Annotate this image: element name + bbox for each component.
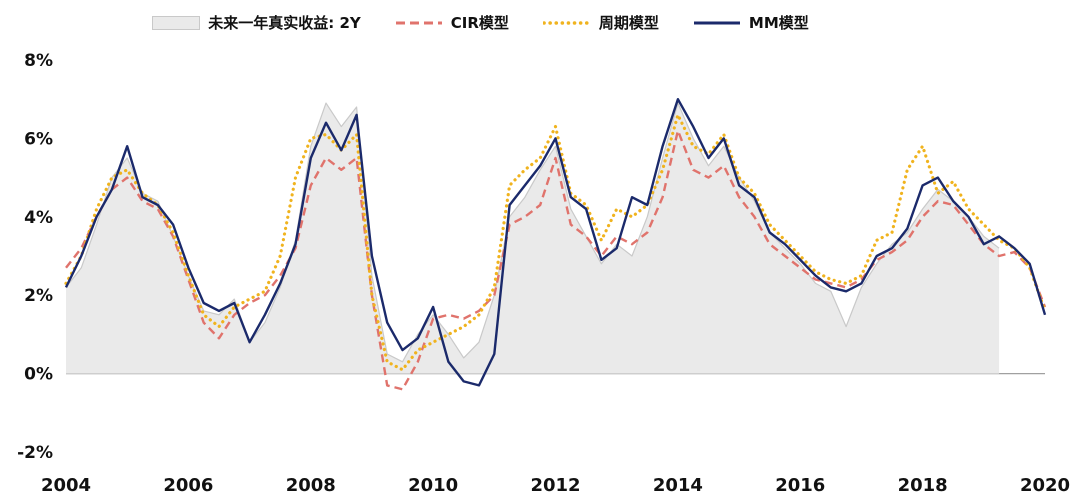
legend-label-actual-return: 未来一年真实收益: 2Y [208, 14, 361, 32]
legend-item-actual-return: 未来一年真实收益: 2Y [152, 12, 361, 33]
svg-text:6%: 6% [24, 129, 53, 149]
svg-text:2020: 2020 [1020, 475, 1070, 496]
legend-label-mm-model: MM模型 [748, 14, 809, 32]
svg-text:2016: 2016 [775, 475, 825, 496]
legend-label-cycle-model: 周期模型 [598, 14, 659, 32]
svg-text:4%: 4% [24, 208, 53, 228]
svg-text:2012: 2012 [530, 475, 580, 496]
svg-text:0%: 0% [24, 365, 53, 385]
legend-swatch-dashed-line-icon [395, 16, 443, 30]
svg-text:2014: 2014 [653, 475, 703, 496]
chart-legend: 未来一年真实收益: 2Y CIR模型 周期模型 MM模型 [0, 12, 961, 33]
legend-label-cir-model: CIR模型 [450, 14, 509, 32]
legend-item-mm-model: MM模型 [693, 12, 809, 33]
svg-text:2008: 2008 [286, 475, 336, 496]
svg-text:-2%: -2% [17, 443, 53, 463]
legend-item-cir-model: CIR模型 [395, 12, 509, 33]
svg-text:2004: 2004 [41, 475, 91, 496]
svg-text:2010: 2010 [408, 475, 458, 496]
svg-text:8%: 8% [24, 51, 53, 71]
svg-text:2006: 2006 [163, 475, 213, 496]
legend-item-cycle-model: 周期模型 [542, 12, 659, 33]
svg-text:2018: 2018 [898, 475, 948, 496]
legend-swatch-dotted-line-icon [542, 16, 591, 30]
legend-swatch-area-icon [152, 15, 201, 30]
legend-swatch-solid-line-icon [693, 16, 741, 30]
svg-text:2%: 2% [24, 286, 53, 306]
